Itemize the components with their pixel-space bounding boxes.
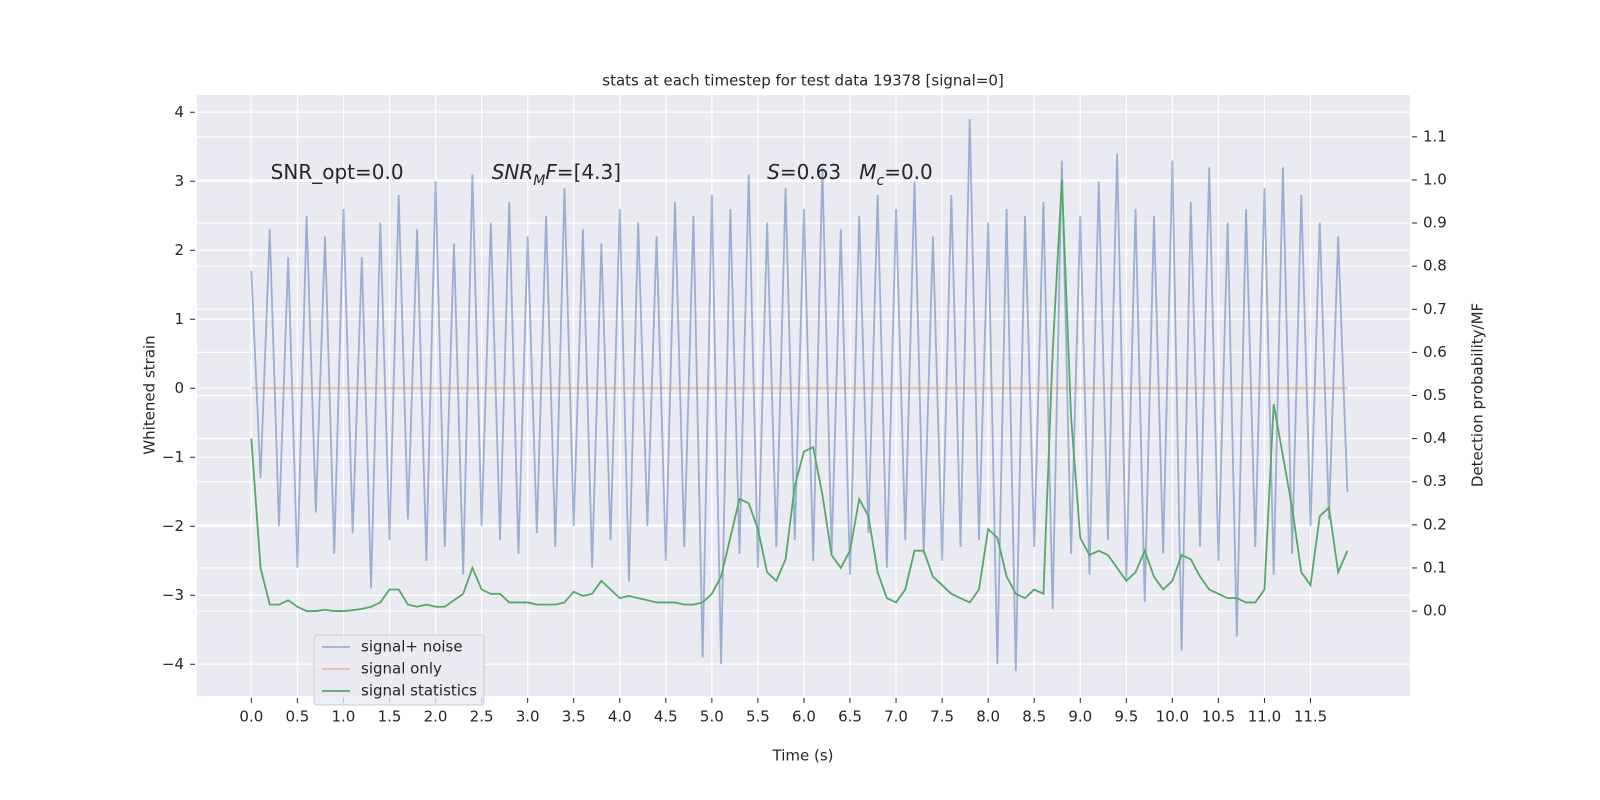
annotation: SNRMF=[4.3] bbox=[492, 159, 621, 189]
annotation-part: S bbox=[767, 159, 780, 183]
annotation: S=0.63 bbox=[767, 159, 841, 183]
annotation-part: SNR bbox=[492, 159, 534, 183]
annotation: SNR_opt=0.0 bbox=[271, 159, 404, 183]
annotation-part: c bbox=[876, 173, 884, 189]
y-tick-label: −4 bbox=[162, 655, 184, 673]
y2-tick-label: 0.8 bbox=[1423, 257, 1447, 275]
x-tick-label: 4.5 bbox=[654, 708, 678, 726]
legend-label: signal+ noise bbox=[361, 638, 463, 656]
y2-tick-label: 0.3 bbox=[1423, 472, 1447, 490]
x-tick-label: 6.5 bbox=[838, 708, 862, 726]
x-tick-label: 2.0 bbox=[424, 708, 448, 726]
y2-tick-label: 0.4 bbox=[1423, 429, 1447, 447]
y-axis-label: Whitened strain bbox=[141, 335, 159, 454]
y-tick-label: 0 bbox=[174, 379, 184, 397]
y2-tick-label: 0.2 bbox=[1423, 515, 1447, 533]
y-tick-label: 2 bbox=[174, 241, 184, 259]
annotation-part: F bbox=[545, 159, 557, 183]
annotation-part: M bbox=[859, 159, 876, 183]
annotation-part: M bbox=[533, 173, 545, 189]
x-tick-label: 10.5 bbox=[1202, 708, 1235, 726]
y2-tick-label: 0.1 bbox=[1423, 558, 1447, 576]
x-tick-label: 9.5 bbox=[1114, 708, 1138, 726]
y2-tick-label: 0.5 bbox=[1423, 386, 1447, 404]
series-line bbox=[250, 119, 1349, 672]
y2-tick-label: 0.9 bbox=[1423, 214, 1447, 232]
x-axis-label: Time (s) bbox=[772, 747, 834, 765]
x-tick-label: 11.0 bbox=[1248, 708, 1281, 726]
legend-box bbox=[313, 634, 485, 706]
x-tick-label: 1.5 bbox=[378, 708, 402, 726]
x-tick-label: 2.5 bbox=[470, 708, 494, 726]
x-tick-label: 9.0 bbox=[1068, 708, 1092, 726]
y-tick-label: 1 bbox=[174, 310, 184, 328]
x-tick-label: 10.0 bbox=[1156, 708, 1189, 726]
x-tick-label: 7.0 bbox=[884, 708, 908, 726]
x-tick-label: 6.0 bbox=[792, 708, 816, 726]
x-tick-label: 5.0 bbox=[700, 708, 724, 726]
x-tick-label: 8.0 bbox=[976, 708, 1000, 726]
y-tick-label: −1 bbox=[162, 448, 184, 466]
annotation-part: =0.63 bbox=[780, 159, 841, 183]
y2-axis-label: Detection probability/MF bbox=[1469, 303, 1487, 487]
y-tick-label: 4 bbox=[174, 103, 184, 121]
y2-tick-label: 0.7 bbox=[1423, 300, 1447, 318]
x-tick-label: 0.5 bbox=[285, 708, 309, 726]
x-tick-label: 3.0 bbox=[516, 708, 540, 726]
y-tick-label: 3 bbox=[174, 172, 184, 190]
x-tick-label: 7.5 bbox=[930, 708, 954, 726]
y-tick-label: −2 bbox=[162, 517, 184, 535]
annotation-part: =0.0 bbox=[884, 159, 933, 183]
series-line bbox=[250, 179, 1349, 612]
y2-tick-label: 1.1 bbox=[1423, 127, 1447, 145]
x-tick-label: 4.0 bbox=[608, 708, 632, 726]
annotation-part: =[4.3] bbox=[557, 159, 621, 183]
x-tick-label: 5.5 bbox=[746, 708, 770, 726]
legend-label: signal only bbox=[361, 660, 442, 678]
x-tick-label: 0.0 bbox=[239, 708, 263, 726]
y2-tick-label: 0.6 bbox=[1423, 343, 1447, 361]
y-tick-label: −3 bbox=[162, 586, 184, 604]
x-tick-label: 8.5 bbox=[1022, 708, 1046, 726]
legend-label: signal statistics bbox=[361, 682, 477, 700]
annotation: Mc=0.0 bbox=[859, 159, 933, 189]
x-tick-label: 11.5 bbox=[1294, 708, 1327, 726]
y2-tick-label: 0.0 bbox=[1423, 602, 1447, 620]
x-tick-label: 3.5 bbox=[562, 708, 586, 726]
annotation-part: SNR_opt=0.0 bbox=[271, 159, 404, 183]
y2-tick-label: 1.0 bbox=[1423, 170, 1447, 188]
chart-title: stats at each timestep for test data 193… bbox=[602, 72, 1003, 90]
x-tick-label: 1.0 bbox=[332, 708, 356, 726]
